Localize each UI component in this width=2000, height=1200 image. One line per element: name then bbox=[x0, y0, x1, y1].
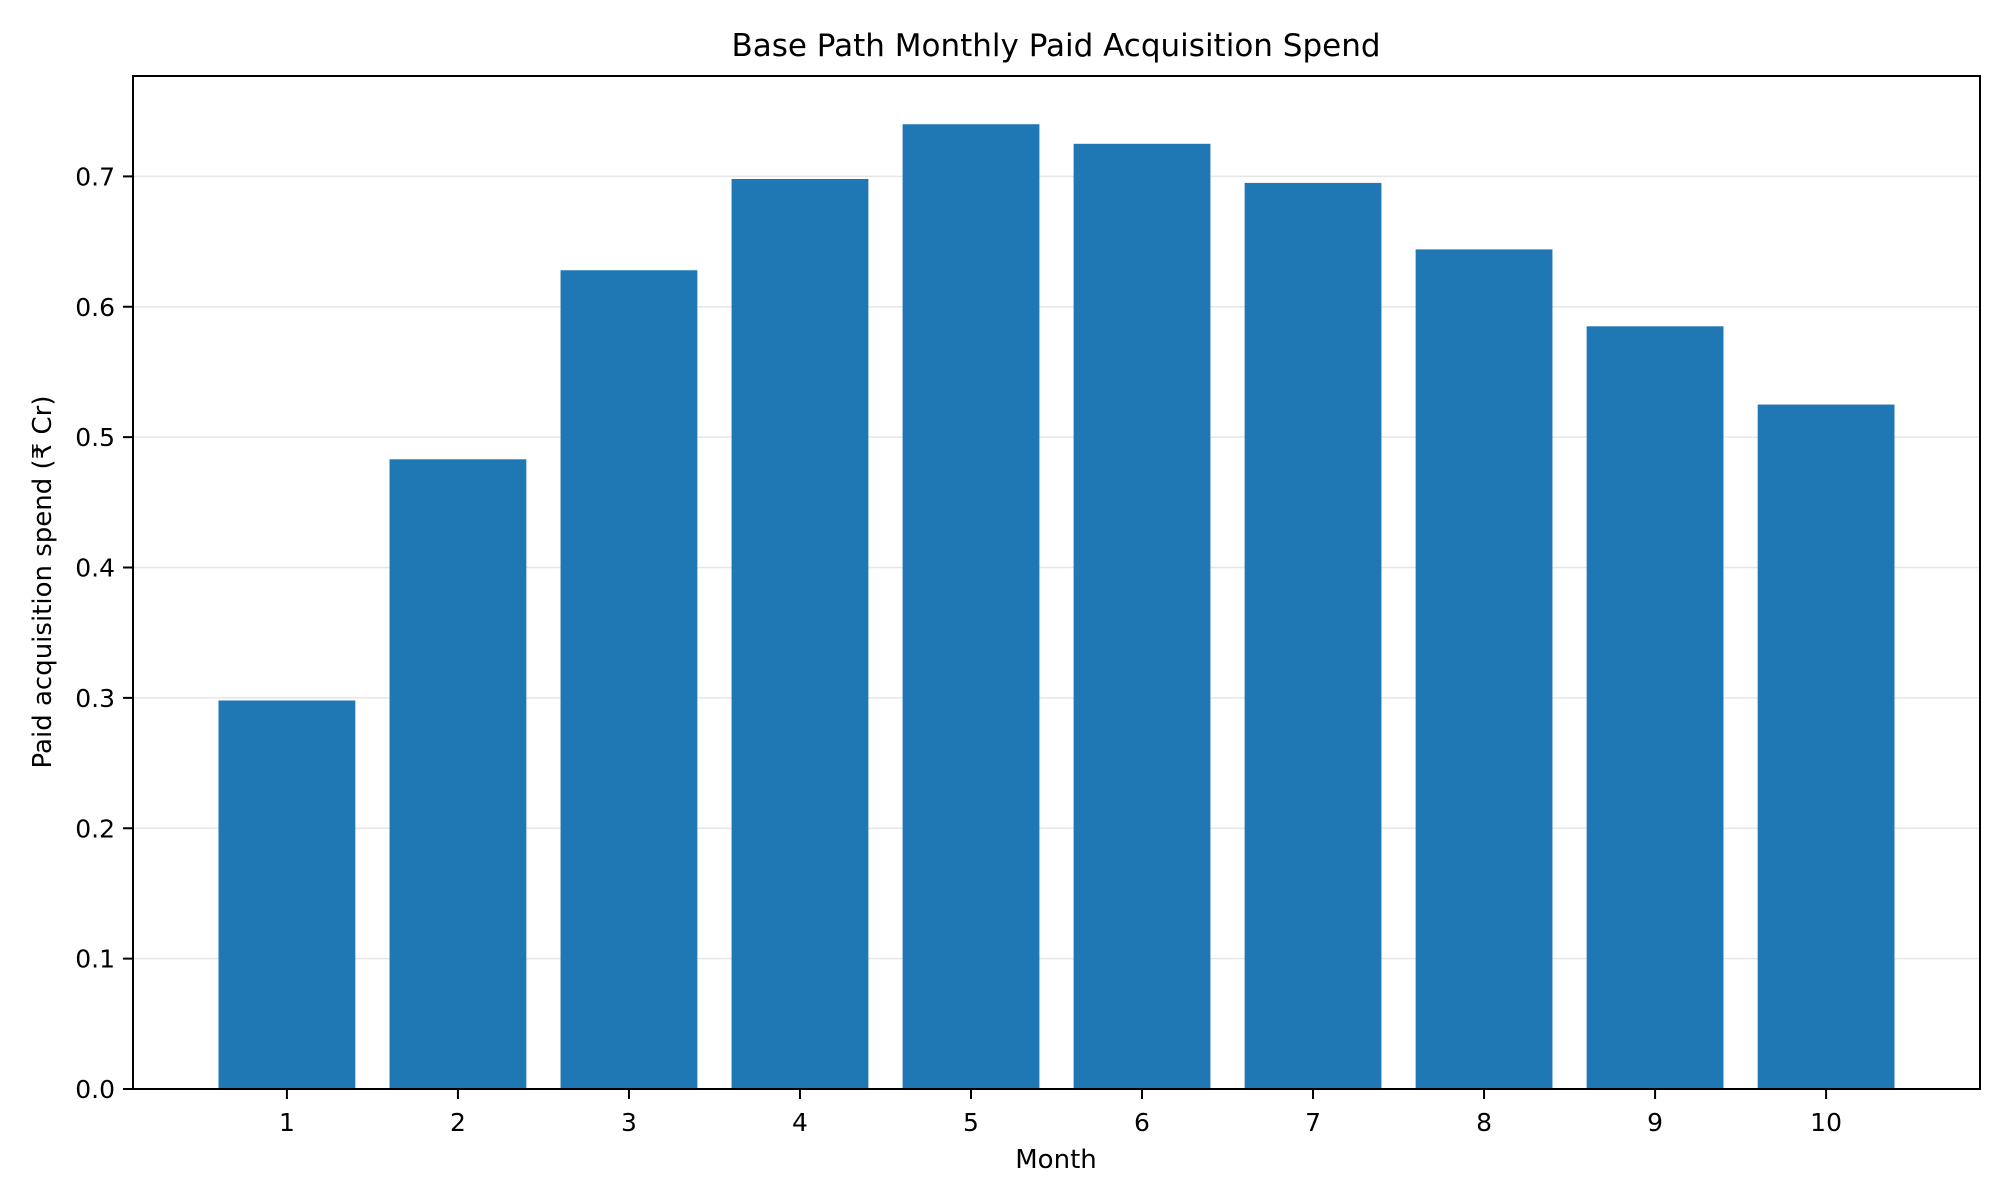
bar-month-9 bbox=[1586, 326, 1724, 1089]
plot-frame bbox=[132, 75, 1981, 1090]
y-tick-label: 0.1 bbox=[75, 945, 115, 974]
x-tick-label: 10 bbox=[1810, 1108, 1842, 1137]
bar-month-1 bbox=[218, 700, 356, 1089]
bar-month-5 bbox=[902, 124, 1040, 1089]
x-axis-ticks: 1 2 3 4 5 6 7 8 9 10 bbox=[279, 1089, 1842, 1137]
x-tick-label: 1 bbox=[279, 1108, 295, 1137]
y-tick-label: 0.0 bbox=[75, 1075, 115, 1104]
y-tick-label: 0.2 bbox=[75, 814, 115, 843]
x-tick-label: 3 bbox=[621, 1108, 637, 1137]
bar-month-10 bbox=[1757, 404, 1895, 1089]
y-tick-label: 0.7 bbox=[75, 162, 115, 191]
y-axis-label: Paid acquisition spend (₹ Cr) bbox=[28, 396, 58, 769]
chart-title: Base Path Monthly Paid Acquisition Spend bbox=[731, 28, 1380, 64]
x-tick-label: 9 bbox=[1647, 1108, 1663, 1137]
y-tick-label: 0.6 bbox=[75, 293, 115, 322]
x-tick-label: 7 bbox=[1305, 1108, 1321, 1137]
x-tick-label: 2 bbox=[450, 1108, 466, 1137]
y-tick-label: 0.4 bbox=[75, 554, 115, 583]
x-tick-label: 8 bbox=[1476, 1108, 1492, 1137]
x-tick-label: 4 bbox=[792, 1108, 808, 1137]
bars-layer bbox=[218, 124, 1895, 1090]
bar-month-4 bbox=[731, 178, 869, 1089]
x-tick-label: 6 bbox=[1134, 1108, 1150, 1137]
bar-month-2 bbox=[389, 459, 527, 1089]
y-tick-label: 0.5 bbox=[75, 423, 115, 452]
bar-month-6 bbox=[1073, 143, 1211, 1090]
y-axis-ticks: 0.0 0.1 0.2 0.3 0.4 0.5 0.6 0.7 bbox=[75, 162, 133, 1104]
x-tick-label: 5 bbox=[963, 1108, 979, 1137]
bar-month-8 bbox=[1415, 249, 1553, 1090]
bar-month-7 bbox=[1244, 182, 1382, 1089]
y-tick-label: 0.3 bbox=[75, 684, 115, 713]
x-axis-label: Month bbox=[1015, 1145, 1097, 1175]
bar-month-3 bbox=[560, 270, 698, 1089]
